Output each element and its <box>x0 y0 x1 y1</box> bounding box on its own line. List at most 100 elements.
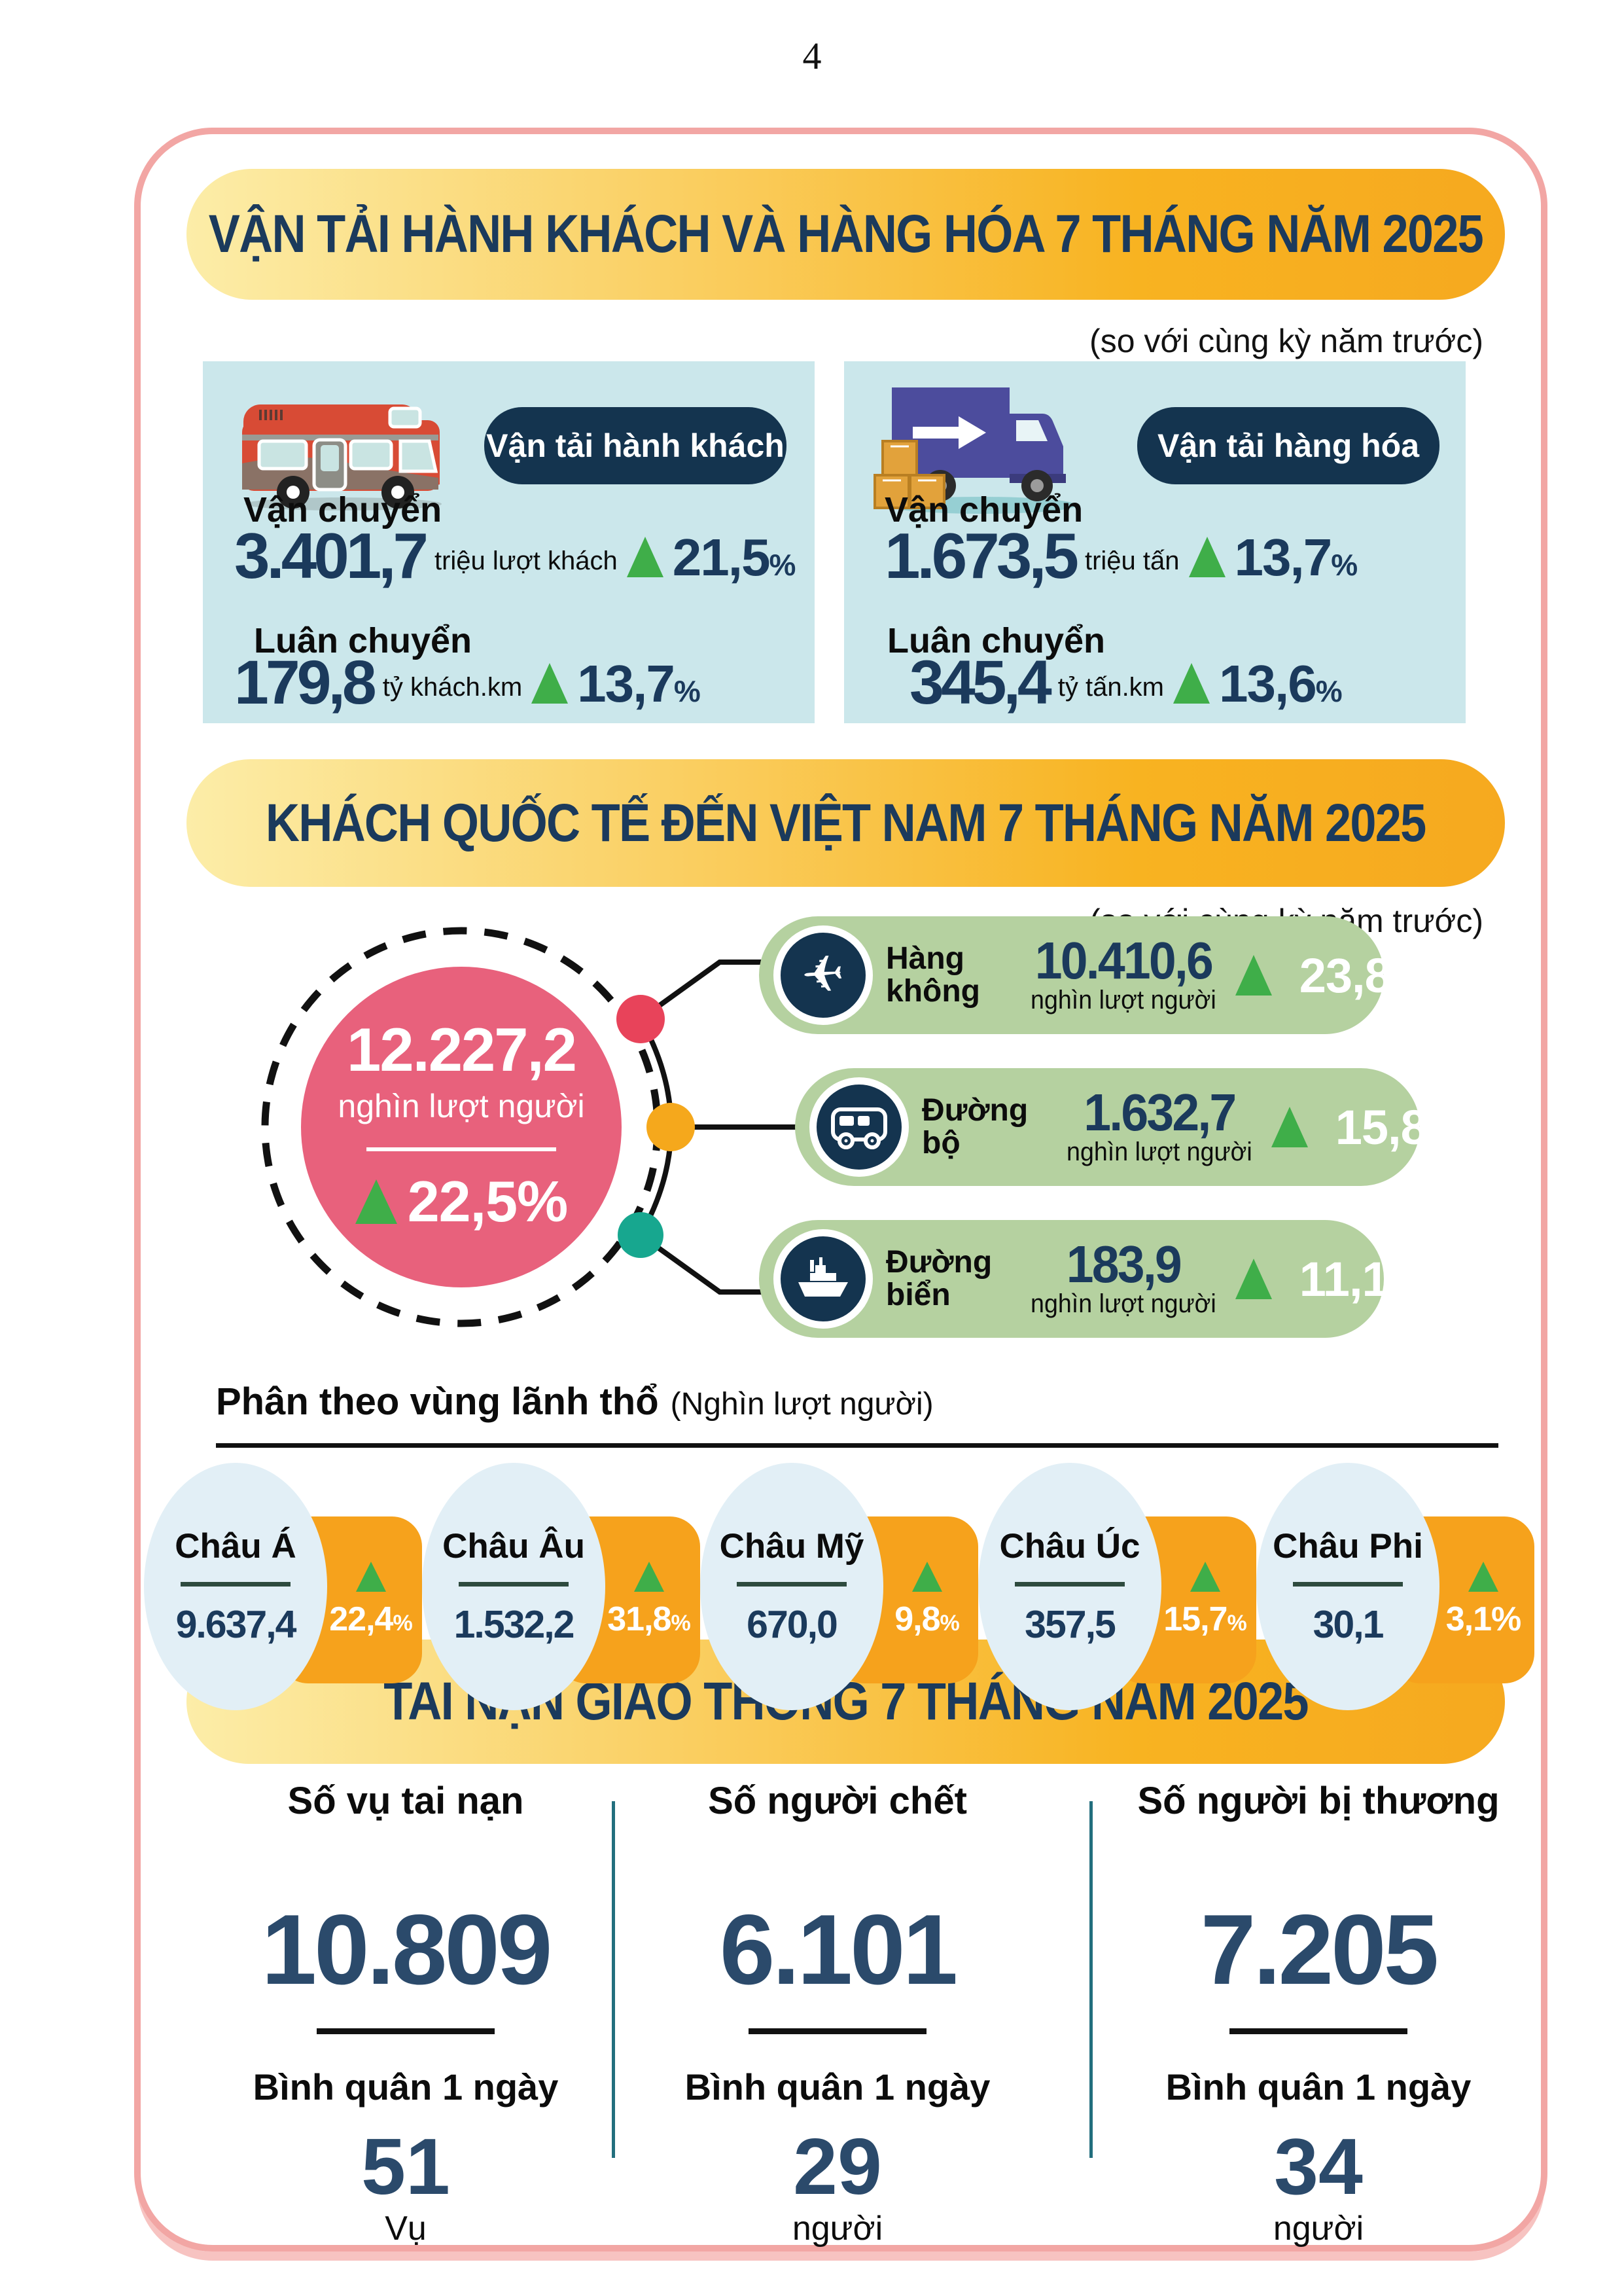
van-icon <box>809 1077 909 1177</box>
mode-unit-sea: nghìn lượt người <box>1031 1289 1216 1318</box>
mode-name-sea: Đường biển <box>886 1245 993 1312</box>
region-value: 30,1 <box>1313 1603 1385 1646</box>
transport-section-header: VẬN TẢI HÀNH KHÁCH VÀ HÀNG HÓA 7 THÁNG N… <box>186 169 1505 300</box>
passenger-rotated-value: 179,8 <box>234 648 377 717</box>
percent-sign: % <box>1388 1270 1414 1302</box>
passenger-transport-box: Vận tải hành khách Vận chuyển 3.401,7 tr… <box>203 361 815 723</box>
passenger-rotated-change: 13,7 <box>577 655 675 713</box>
up-triangle-icon <box>626 537 663 578</box>
freight-carried-unit: triệu tấn <box>1084 547 1180 576</box>
column-total: 7.205 <box>1200 1894 1439 2005</box>
sea-node-dot <box>618 1212 663 1258</box>
up-triangle-icon <box>1271 1107 1308 1147</box>
freight-carried-heading: Vận chuyển <box>885 490 1084 529</box>
freight-rotated-change: 13,6 <box>1219 655 1317 713</box>
region-name: Châu Úc <box>999 1527 1140 1566</box>
mode-name-road: Đường bộ <box>922 1093 1029 1160</box>
avg-value: 34 <box>1274 2122 1363 2211</box>
percent-sign: % <box>1390 966 1417 999</box>
visitors-total-circle: 12.227,2 nghìn lượt người 22,5% <box>301 967 622 1287</box>
visitors-total-unit: nghìn lượt người <box>338 1088 585 1124</box>
mode-pill-sea: Đường biển 183,9 nghìn lượt người 11,1 % <box>759 1220 1414 1338</box>
region-item-oceania: 15,7 % Châu Úc 357,5 <box>978 1463 1256 1718</box>
percent-sign: % <box>769 548 796 583</box>
passenger-label: Vận tải hành khách <box>486 427 785 464</box>
passenger-rotated-row: 179,8 tỷ khách.km 13,7 % <box>234 648 701 717</box>
hub-connector-diagram <box>261 927 802 1327</box>
accident-column-injuries: Số người bị thương 7.205 Bình quân 1 ngà… <box>1112 1779 1525 2248</box>
percent-sign: % <box>393 1610 413 1636</box>
passenger-label-pill: Vận tải hành khách <box>484 407 786 484</box>
total-underline <box>1229 2028 1407 2034</box>
freight-carried-value: 1.673,5 <box>885 520 1079 592</box>
mode-value-sea: 183,9 <box>1066 1234 1182 1293</box>
avg-value: 29 <box>793 2122 882 2211</box>
region-item-america: 9,8 % Châu Mỹ 670,0 <box>700 1463 978 1718</box>
plane-icon: ✈ <box>773 925 873 1025</box>
region-item-asia: 22,4 % Châu Á 9.637,4 <box>144 1463 422 1718</box>
column-title: Số vụ tai nạn <box>287 1780 524 1822</box>
region-ellipse: Châu Mỹ 670,0 <box>700 1463 883 1710</box>
region-change: 22,4 <box>329 1600 393 1638</box>
visitors-section-header: KHÁCH QUỐC TẾ ĐẾN VIỆT NAM 7 THÁNG NĂM 2… <box>186 759 1505 887</box>
mode-unit-air: nghìn lượt người <box>1031 985 1216 1014</box>
ship-icon <box>773 1229 873 1329</box>
percent-sign: % <box>673 674 701 709</box>
mode-change-air: 23,8 <box>1299 948 1392 1003</box>
region-ellipse: Châu Á 9.637,4 <box>144 1463 327 1710</box>
up-triangle-icon <box>356 1561 386 1592</box>
percent-sign: % <box>1315 674 1343 709</box>
air-node-dot <box>616 995 665 1043</box>
visitors-title: KHÁCH QUỐC TẾ ĐẾN VIỆT NAM 7 THÁNG NĂM 2… <box>266 793 1426 853</box>
truck-icon <box>874 387 1076 514</box>
accident-column-cases: Số vụ tai nạn 10.809 Bình quân 1 ngày 51… <box>209 1779 602 2248</box>
up-triangle-icon <box>634 1561 664 1592</box>
region-name: Châu Âu <box>442 1527 585 1566</box>
freight-rotated-value: 345,4 <box>909 648 1052 717</box>
freight-rotated-unit: tỷ tấn.km <box>1057 673 1164 702</box>
column-total: 10.809 <box>261 1894 553 2005</box>
up-triangle-icon <box>912 1561 942 1592</box>
region-value: 1.532,2 <box>453 1603 575 1646</box>
up-triangle-icon <box>1235 955 1272 996</box>
mode-pill-air: ✈ Hàng không 10.410,6 nghìn lượt người 2… <box>759 916 1417 1034</box>
regions-underline <box>216 1443 1498 1448</box>
regions-heading: Phân theo vùng lãnh thổ <box>216 1380 659 1423</box>
bus-icon <box>242 404 442 511</box>
percent-sign: % <box>671 1610 691 1636</box>
up-triangle-icon <box>1188 537 1226 578</box>
mode-name-air: Hàng không <box>886 941 980 1009</box>
transport-title: VẬN TẢI HÀNH KHÁCH VÀ HÀNG HÓA 7 THÁNG N… <box>208 204 1484 264</box>
passenger-rotated-unit: tỷ khách.km <box>382 673 523 702</box>
region-name: Châu Á <box>175 1527 296 1566</box>
up-triangle-icon <box>1173 663 1210 704</box>
divider-line <box>366 1147 556 1151</box>
up-triangle-icon <box>355 1179 397 1224</box>
divider-line <box>459 1582 569 1587</box>
column-total: 6.101 <box>719 1894 958 2005</box>
up-triangle-icon <box>1468 1561 1498 1592</box>
mode-change-sea: 11,1 <box>1299 1251 1389 1306</box>
avg-label: Bình quân 1 ngày <box>684 2066 991 2108</box>
freight-label-pill: Vận tải hàng hóa <box>1137 407 1439 484</box>
divider-line <box>181 1582 291 1587</box>
total-underline <box>317 2028 495 2034</box>
percent-sign: % <box>1426 1118 1453 1151</box>
total-underline <box>749 2028 927 2034</box>
divider-line <box>1293 1582 1403 1587</box>
region-value: 670,0 <box>747 1603 838 1646</box>
passenger-carried-heading: Vận chuyển <box>243 490 442 529</box>
region-change: 9,8 <box>894 1600 940 1638</box>
up-triangle-icon <box>531 663 569 704</box>
page-border <box>134 128 1547 2251</box>
percent-sign: % <box>1227 1610 1247 1636</box>
freight-rotated-row: 345,4 tỷ tấn.km 13,6 % <box>909 648 1343 717</box>
road-node-dot <box>646 1103 695 1151</box>
region-ellipse: Châu Âu 1.532,2 <box>422 1463 605 1710</box>
column-title: Số người chết <box>708 1780 967 1822</box>
up-triangle-icon <box>1190 1561 1220 1592</box>
visitors-total-change: 22,5% <box>407 1169 569 1234</box>
percent-sign: % <box>940 1610 960 1636</box>
region-name: Châu Phi <box>1273 1527 1423 1566</box>
